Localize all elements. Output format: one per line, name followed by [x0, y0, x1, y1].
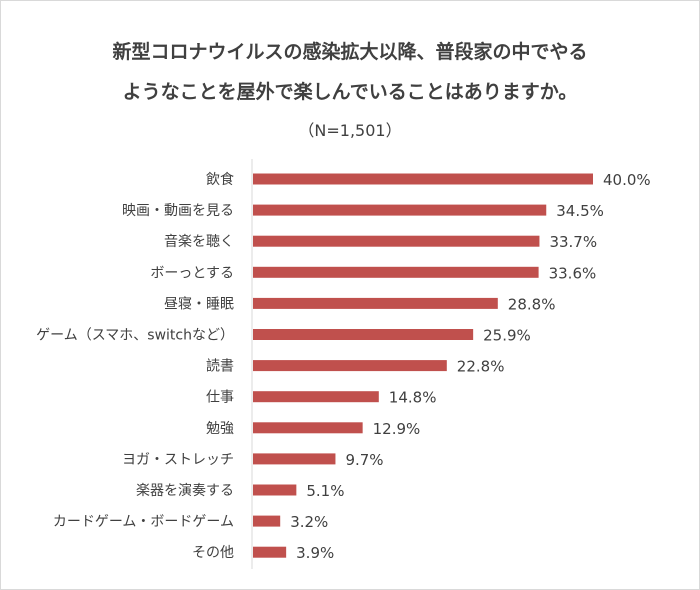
category-label: 楽器を演奏する	[136, 483, 234, 499]
bar	[253, 235, 540, 247]
data-label: 22.8%	[457, 358, 505, 376]
category-label: 映画・動画を見る	[122, 203, 234, 219]
bar	[253, 422, 363, 434]
data-label: 40.0%	[603, 171, 651, 189]
category-label: ボーっとする	[150, 265, 234, 281]
chart-subtitle: （N=1,501）	[298, 121, 402, 140]
data-label: 33.6%	[549, 264, 597, 282]
data-label: 5.1%	[306, 482, 344, 500]
category-label: 音楽を聴く	[164, 233, 234, 250]
category-label: ヨガ・ストレッチ	[122, 452, 234, 468]
chart-title-line-1: 新型コロナウイルスの感染拡大以降、普段家の中でやる	[112, 41, 588, 63]
bar	[253, 297, 498, 309]
category-label: 読書	[206, 358, 234, 375]
data-label: 3.2%	[290, 513, 328, 531]
bar	[253, 173, 593, 185]
data-label: 25.9%	[483, 327, 531, 345]
data-label: 3.9%	[296, 544, 334, 562]
bar	[253, 266, 539, 278]
category-label: その他	[192, 545, 234, 561]
bar	[253, 391, 379, 403]
bar	[253, 329, 474, 340]
category-label: カードゲーム・ボードゲーム	[53, 514, 234, 530]
category-label: ゲーム（スマホ、switchなど）	[36, 328, 234, 344]
data-label: 33.7%	[549, 233, 597, 251]
category-label: 昼寝・睡眠	[164, 295, 234, 312]
bar	[253, 360, 447, 372]
data-label: 9.7%	[345, 451, 383, 469]
chart-title-line-2: ようなことを屋外で楽しんでいることはありますか。	[122, 81, 578, 103]
data-label: 34.5%	[556, 202, 604, 220]
data-label: 14.8%	[389, 389, 437, 407]
data-label: 28.8%	[508, 295, 556, 313]
bar	[253, 453, 336, 465]
category-label: 飲食	[206, 171, 234, 188]
bar	[253, 515, 281, 527]
bar	[253, 484, 297, 496]
data-label: 12.9%	[373, 420, 421, 438]
category-label: 勉強	[206, 421, 234, 437]
bar	[253, 204, 547, 216]
category-label: 仕事	[206, 390, 234, 406]
bar	[253, 546, 287, 558]
